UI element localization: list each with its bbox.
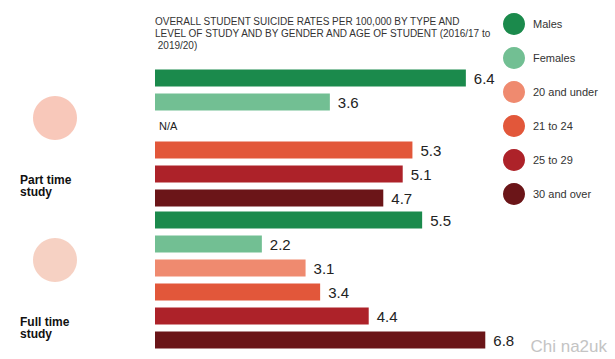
svg-text:Males: Males bbox=[533, 18, 563, 30]
svg-text:30 and over: 30 and over bbox=[533, 188, 591, 200]
svg-text:study: study bbox=[20, 185, 52, 199]
svg-text:2019/20): 2019/20) bbox=[155, 40, 197, 51]
svg-text:5.3: 5.3 bbox=[420, 142, 441, 159]
svg-text:21 to 24: 21 to 24 bbox=[533, 120, 573, 132]
svg-text:6.4: 6.4 bbox=[474, 70, 495, 87]
svg-text:3.4: 3.4 bbox=[328, 284, 349, 301]
svg-text:20 and under: 20 and under bbox=[533, 86, 598, 98]
svg-text:4.4: 4.4 bbox=[377, 308, 398, 325]
svg-text:6.8: 6.8 bbox=[493, 332, 514, 349]
svg-text:N/A: N/A bbox=[159, 120, 178, 132]
svg-text:3.1: 3.1 bbox=[314, 260, 335, 277]
svg-text:OVERALL STUDENT SUICIDE RATES: OVERALL STUDENT SUICIDE RATES PER 100,00… bbox=[155, 16, 462, 27]
svg-text:5.1: 5.1 bbox=[411, 166, 432, 183]
svg-text:Chi na2uk: Chi na2uk bbox=[530, 337, 607, 356]
svg-text:Full time: Full time bbox=[20, 315, 73, 329]
svg-text:Part time: Part time bbox=[20, 173, 75, 187]
svg-text:25 to 29: 25 to 29 bbox=[533, 154, 573, 166]
svg-text:study: study bbox=[20, 327, 52, 341]
svg-text:LEVEL OF STUDY AND BY GENDER A: LEVEL OF STUDY AND BY GENDER AND AGE OF … bbox=[155, 28, 491, 39]
svg-text:2.2: 2.2 bbox=[270, 236, 291, 253]
svg-text:Females: Females bbox=[533, 52, 576, 64]
svg-text:3.6: 3.6 bbox=[338, 94, 359, 111]
svg-text:5.5: 5.5 bbox=[430, 212, 451, 229]
svg-text:4.7: 4.7 bbox=[391, 190, 412, 207]
